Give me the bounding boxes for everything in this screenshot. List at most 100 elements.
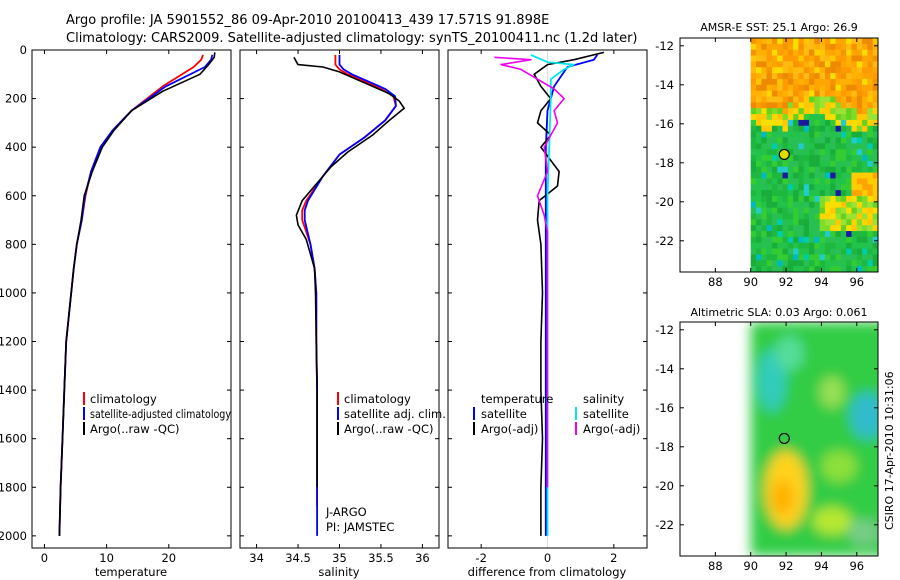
sst-cell: [840, 166, 847, 173]
sst-cell: [766, 49, 773, 56]
sst-cell: [782, 184, 789, 191]
sst-cell: [798, 195, 805, 203]
sst-cell: [814, 248, 821, 255]
sst-cell: [756, 155, 762, 162]
sst-cell: [750, 67, 757, 74]
sst-cell: [846, 137, 852, 144]
sst-cell: [814, 254, 821, 261]
sst-cell: [787, 149, 794, 156]
sst-cell: [798, 190, 805, 197]
sst-cell: [830, 96, 836, 103]
sst-cell: [856, 155, 863, 162]
legend-label-argo: Argo(..raw -QC): [344, 422, 434, 436]
sst-cell: [750, 190, 757, 197]
sst-cell: [819, 125, 826, 132]
sst-cell: [846, 114, 852, 121]
sst-cell: [793, 213, 799, 220]
sst-cell: [867, 242, 874, 249]
lon-tick-label: 90: [743, 559, 758, 573]
sst-cell: [840, 254, 847, 261]
sst-cell: [840, 248, 847, 255]
sst-cell: [824, 155, 831, 162]
sst-cell: [824, 236, 831, 244]
sst-cell: [777, 201, 783, 209]
sst-cell: [766, 125, 773, 132]
sst-cell: [782, 160, 789, 168]
sst-cell: [867, 61, 874, 68]
sst-cell: [862, 90, 868, 97]
sst-cell: [761, 55, 768, 62]
sst-cell: [771, 231, 778, 238]
sst-cell: [856, 149, 863, 156]
sst-cell: [787, 119, 794, 127]
sst-cell: [872, 84, 878, 92]
figure-subtitle: Climatology: CARS2009. Satellite-adjuste…: [66, 31, 638, 46]
sst-cell: [872, 102, 878, 109]
sst-cell: [862, 137, 868, 144]
x-tick-label: 20: [161, 551, 176, 565]
sst-cell: [777, 225, 783, 232]
sst-cell: [777, 231, 783, 238]
sst-cell: [771, 160, 778, 168]
sst-cell: [819, 260, 826, 267]
sst-cell: [750, 49, 757, 56]
sst-cell: [771, 49, 778, 56]
sst-cell: [862, 207, 868, 214]
sst-cell: [766, 119, 773, 127]
sst-cell: [819, 78, 826, 86]
sst-cell: [814, 43, 821, 51]
sst-cell: [798, 96, 805, 103]
sst-cell: [819, 73, 826, 80]
sst-cell: [846, 90, 852, 97]
sst-cell: [803, 166, 810, 173]
sst-cell: [750, 43, 757, 51]
sst-cell: [824, 96, 831, 103]
sst-cell: [835, 49, 842, 56]
sst-cell: [756, 84, 762, 92]
sst-cell: [830, 266, 836, 272]
legend-label-clim: climatology: [90, 392, 157, 406]
sst-cell: [862, 61, 868, 68]
sst-cell: [867, 178, 874, 185]
sst-cell: [835, 160, 842, 168]
sst-cell: [756, 207, 762, 214]
legend-heading-salinity: salinity: [583, 392, 624, 406]
sst-cell: [819, 248, 826, 255]
sst-cell: [862, 201, 868, 209]
sst-cell: [824, 61, 831, 68]
sst-cell: [824, 160, 831, 168]
lon-tick-label: 92: [779, 275, 794, 289]
sst-cell: [872, 254, 878, 261]
sst-cell: [872, 149, 878, 156]
sst-cell: [782, 119, 789, 127]
sst-cell: [830, 131, 836, 138]
sst-cell: [846, 236, 852, 244]
sst-cell: [814, 184, 821, 191]
sst-cell: [830, 160, 836, 168]
sst-cell: [766, 219, 773, 226]
sst-cell: [851, 84, 858, 92]
sst-cell: [809, 266, 815, 272]
sst-cell: [830, 43, 836, 51]
sst-cell: [771, 78, 778, 86]
sst-cell: [782, 49, 789, 56]
sst-cell: [761, 172, 768, 179]
lon-tick-label: 88: [708, 559, 723, 573]
sst-cell: [803, 172, 810, 179]
sst-cell: [798, 90, 805, 97]
sst-cell: [803, 131, 810, 138]
sst-cell: [756, 190, 762, 197]
sst-cell: [862, 119, 868, 127]
sst-cell: [851, 248, 858, 255]
sst-cell: [777, 73, 783, 80]
sst-cell: [761, 201, 768, 209]
sst-cell: [835, 236, 842, 244]
sst-cell: [867, 38, 874, 45]
sst-cell: [867, 55, 874, 62]
difference-panel: -2 0 2 difference from climatology tempera…: [447, 49, 648, 579]
sst-cell: [761, 49, 768, 56]
temperature-axes-frame: [31, 49, 232, 549]
sst-cell: [867, 231, 874, 238]
sst-cell: [766, 236, 773, 244]
sst-cell: [777, 242, 783, 249]
